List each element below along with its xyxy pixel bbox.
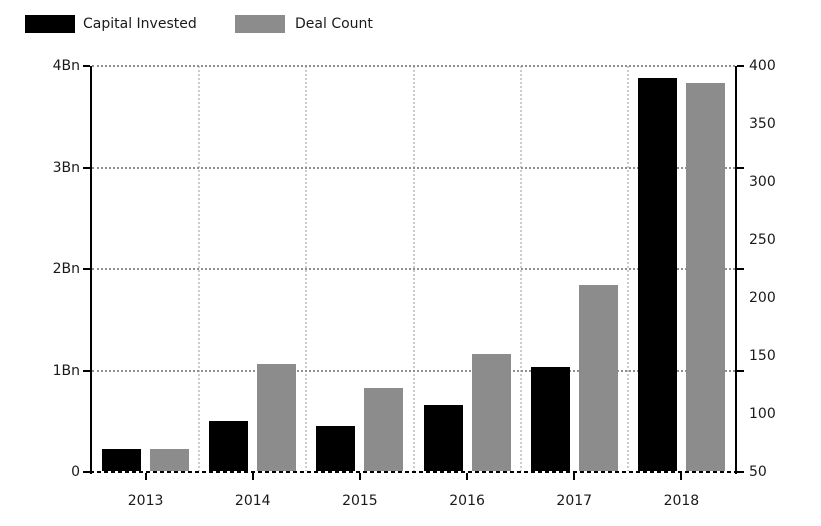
right-axis-label: 400 <box>749 58 776 74</box>
x-axis-label-2013: 2013 <box>127 493 164 509</box>
right-axis-line <box>735 66 737 474</box>
left-axis-tick <box>83 471 90 473</box>
left-axis-label: 4Bn <box>52 58 80 74</box>
legend-swatch-deal-count <box>235 15 285 33</box>
x-axis-tick <box>680 473 683 480</box>
bar-2015-deal-count <box>364 388 404 472</box>
x-axis-tick <box>251 473 254 480</box>
right-axis-tick <box>737 268 744 270</box>
right-axis-label: 150 <box>749 348 776 364</box>
right-axis-label: 200 <box>749 290 776 306</box>
x-axis-label-2018: 2018 <box>663 493 700 509</box>
horizontal-gridline <box>92 65 735 67</box>
x-axis-label-2016: 2016 <box>449 493 485 509</box>
x-axis-tick <box>358 473 361 480</box>
right-axis-tick <box>737 166 744 169</box>
bar-2013-deal-count <box>150 448 190 472</box>
bar-2018-deal-count <box>685 83 725 472</box>
right-axis-tick <box>737 369 744 372</box>
bar-2014-deal-count <box>257 364 297 472</box>
left-axis-label: 2Bn <box>52 261 80 277</box>
bar-2016-capital-invested <box>423 405 463 472</box>
left-axis-tick <box>83 166 90 169</box>
bar-2014-capital-invested <box>209 421 249 472</box>
horizontal-gridline <box>92 268 735 270</box>
x-axis-label-2014: 2014 <box>234 493 271 509</box>
left-axis-tick <box>83 369 90 372</box>
x-axis-label-2017: 2017 <box>556 493 593 509</box>
right-axis-tick <box>737 471 744 473</box>
left-axis-label: 0 <box>71 464 80 480</box>
x-axis-tick <box>573 473 576 480</box>
legend-swatch-capital-invested <box>25 15 75 33</box>
bar-2015-capital-invested <box>316 426 356 472</box>
left-axis-tick <box>83 65 90 67</box>
bar-2017-capital-invested <box>530 367 570 472</box>
left-axis-label: 3Bn <box>52 159 80 176</box>
left-axis-line <box>90 66 92 474</box>
left-axis-label: 1Bn <box>52 362 80 379</box>
right-axis-tick <box>737 65 744 67</box>
right-axis-label: 300 <box>749 174 776 190</box>
legend-label-capital-invested: Capital Invested <box>83 16 197 32</box>
horizontal-gridline <box>92 369 735 372</box>
x-axis-label-2015: 2015 <box>342 493 378 509</box>
x-axis-tick <box>466 473 469 480</box>
right-axis-label: 100 <box>749 406 776 422</box>
left-axis-tick <box>83 268 90 270</box>
x-axis-baseline <box>90 471 737 473</box>
bar-2016-deal-count <box>471 353 511 472</box>
horizontal-gridline <box>92 166 735 169</box>
right-axis-label: 250 <box>749 232 776 248</box>
right-axis-label: 350 <box>749 116 776 132</box>
legend-label-deal-count: Deal Count <box>295 16 373 32</box>
right-axis-label: 50 <box>749 464 767 480</box>
bar-2018-capital-invested <box>637 78 677 472</box>
x-axis-tick <box>144 473 147 480</box>
bar-2013-capital-invested <box>102 448 142 472</box>
bar-2017-deal-count <box>578 285 618 472</box>
